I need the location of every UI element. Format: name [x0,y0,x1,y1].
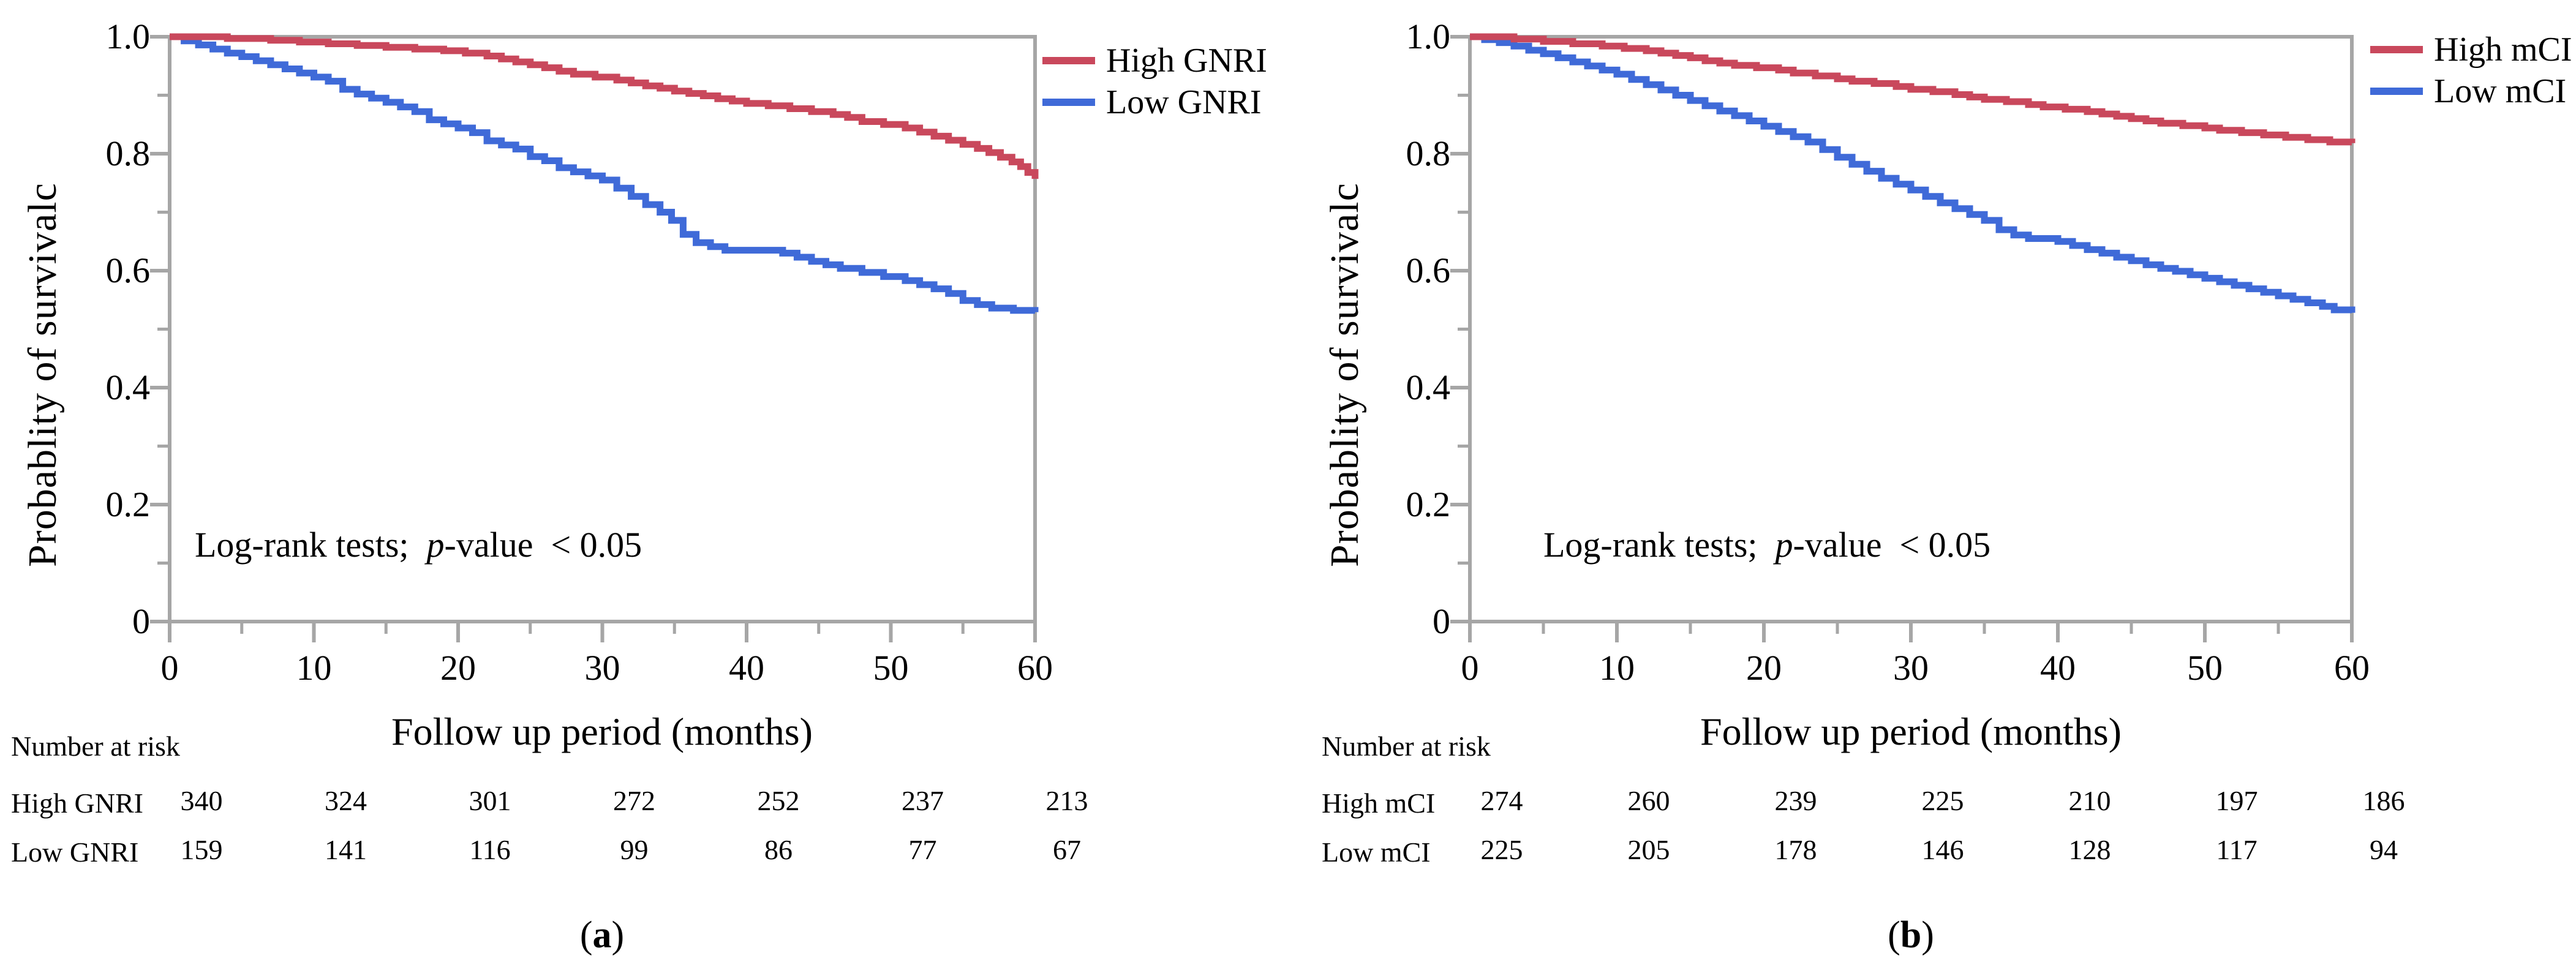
risk-count: 225 [1921,785,1964,816]
logrank-p-b: p [1775,525,1793,565]
panel-caption-a: (a) [580,914,624,957]
logrank-annotation-b: Log-rank tests; p-value < 0.05 [1543,524,1990,565]
logrank-text-b: Log-rank tests; [1543,525,1776,565]
logrank-text-a: Log-rank tests; [195,525,427,565]
risk-table-title-b: Number at risk [1322,731,1491,762]
risk-count: 116 [469,834,511,865]
high-mci-line-swatch [2370,46,2423,53]
low-gnri-line-swatch [1042,99,1095,106]
risk-count: 205 [1627,834,1670,865]
risk-count: 186 [2362,785,2405,816]
risk-count: 99 [620,834,649,865]
x-tick-label: 60 [2334,648,2370,688]
risk-count: 117 [2216,834,2258,865]
risk-count: 274 [1480,785,1523,816]
x-tick-label: 10 [296,648,332,688]
risk-count: 301 [469,785,511,816]
x-tick-label: 50 [873,648,909,688]
x-tick-label: 50 [2187,648,2223,688]
risk-count: 239 [1774,785,1817,816]
risk-row-label-low-gnri: Low GNRI [11,837,139,868]
risk-table-title-a: Number at risk [11,731,180,762]
y-tick-label: 0.2 [1406,484,1451,524]
y-tick-label: 0.8 [1406,133,1451,173]
risk-count: 272 [613,785,655,816]
risk-row-label-high-gnri: High GNRI [11,788,143,819]
x-tick-label: 30 [584,648,620,688]
risk-count: 128 [2068,834,2111,865]
caption-paren-open-b: ( [1888,914,1900,956]
risk-count: 210 [2068,785,2111,816]
risk-count: 94 [2370,834,2398,865]
caption-letter-b: b [1900,914,1922,956]
y-tick-label: 0.4 [1406,367,1451,407]
y-tick-label: 0.2 [105,484,151,524]
logrank-annotation-a: Log-rank tests; p-value < 0.05 [195,524,642,565]
x-tick-label: 20 [1746,648,1782,688]
y-tick-label: 0.4 [105,367,151,407]
risk-count: 159 [180,834,223,865]
risk-count: 141 [325,834,367,865]
risk-count: 225 [1480,834,1523,865]
risk-count: 146 [1921,834,1964,865]
risk-count: 260 [1627,785,1670,816]
high-gnri-line-swatch [1042,57,1095,64]
risk-count: 86 [764,834,793,865]
legend-item-high-mci: High mCI [2370,31,2572,69]
y-tick-label: 1.0 [1406,17,1451,56]
x-tick-label: 0 [1461,648,1479,688]
y-tick-label: 0.8 [105,133,151,173]
risk-count: 178 [1774,834,1817,865]
panel-caption-b: (b) [1888,914,1934,957]
risk-row-label-low-mci: Low mCI [1322,837,1431,868]
y-tick-label: 0.6 [1406,250,1451,290]
risk-count: 213 [1045,785,1088,816]
y-tick-label: 0 [132,601,150,641]
y-tick-label: 0.6 [105,250,151,290]
x-tick-label: 40 [2040,648,2076,688]
x-tick-label: 0 [160,648,179,688]
caption-paren-close-b: ) [1921,914,1934,956]
km-curve-low-gnri [170,33,1039,314]
x-tick-label: 20 [440,648,476,688]
legend-label-high-mci: High mCI [2434,31,2572,69]
legend-label-high-gnri: High GNRI [1106,42,1267,80]
risk-count: 324 [325,785,367,816]
x-tick-label: 30 [1893,648,1929,688]
x-axis-title-a: Follow up period (months) [391,710,813,753]
risk-count: 77 [908,834,937,865]
caption-paren-open-a: ( [579,914,593,956]
x-tick-label: 40 [729,648,764,688]
legend-label-low-gnri: Low GNRI [1106,83,1262,121]
x-tick-label: 10 [1599,648,1635,688]
caption-letter-a: a [592,914,612,956]
legend-label-low-mci: Low mCI [2434,72,2567,110]
risk-count: 237 [902,785,944,816]
caption-paren-close-a: ) [611,914,625,956]
logrank-suffix-a: -value < 0.05 [444,525,642,565]
legend-item-low-gnri: Low GNRI [1042,83,1267,121]
y-tick-label: 0 [1433,601,1450,641]
x-axis-title-b: Follow up period (months) [1700,710,2122,753]
logrank-suffix-b: -value < 0.05 [1793,525,1991,565]
km-curve-high-gnri [170,33,1039,179]
legend-b: High mCI Low mCI [2370,31,2572,110]
risk-count: 67 [1053,834,1081,865]
legend-item-high-gnri: High GNRI [1042,42,1267,80]
x-tick-label: 60 [1017,648,1053,688]
low-mci-line-swatch [2370,88,2423,95]
y-tick-label: 1.0 [105,17,151,56]
km-curve-low-mci [1470,33,2356,314]
logrank-p-a: p [426,525,445,565]
risk-row-label-high-mci: High mCI [1322,788,1436,819]
legend-a: High GNRI Low GNRI [1042,42,1267,121]
risk-count: 197 [2215,785,2258,816]
legend-item-low-mci: Low mCI [2370,72,2572,110]
km-curve-high-mci [1470,33,2356,146]
risk-count: 340 [180,785,223,816]
risk-count: 252 [757,785,800,816]
